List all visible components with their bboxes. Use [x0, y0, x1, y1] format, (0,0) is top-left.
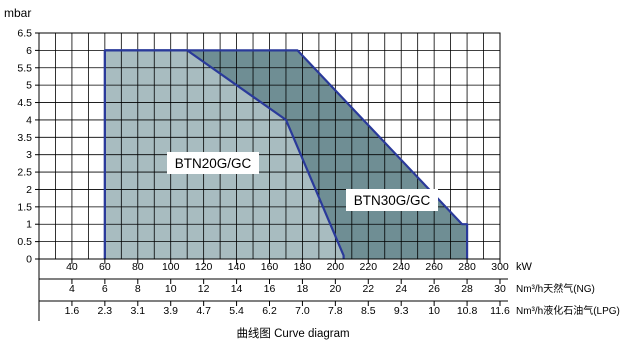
- x-tick-label: 3.9: [163, 305, 178, 317]
- y-tick-label: 2.5: [17, 167, 32, 179]
- x-tick-label: 140: [228, 261, 246, 273]
- y-tick-label: 0.5: [17, 236, 32, 248]
- x-tick-label: 5.4: [229, 305, 244, 317]
- x-tick-label: 4: [69, 283, 75, 295]
- grid: [38, 32, 501, 260]
- series-outline-2: [103, 49, 345, 259]
- chart-caption: 曲线图 Curve diagram: [236, 326, 349, 340]
- x-tick-label: 100: [162, 261, 180, 273]
- x-tick-label: 7.8: [328, 305, 343, 317]
- x-tick-label: 260: [425, 261, 443, 273]
- x-tick-label: 40: [66, 261, 78, 273]
- x-tick-label: 14: [231, 283, 243, 295]
- x-tick-label: 16: [264, 283, 276, 295]
- x-tick-label: 9.3: [394, 305, 409, 317]
- y-tick-label: 0: [26, 254, 32, 266]
- x-tick-label: 3.1: [130, 305, 145, 317]
- x-tick-label: 7.0: [295, 305, 310, 317]
- x-tick-label: 300: [491, 261, 509, 273]
- x-tick-label: 11.6: [490, 305, 510, 317]
- x-tick-label: 60: [99, 261, 111, 273]
- x-tick-label: 12: [198, 283, 210, 295]
- y-tick-label: 3: [26, 149, 32, 161]
- x-axis-unit: Nm³/h天然气(NG): [516, 282, 595, 295]
- series-label: BTN20G/GC: [175, 156, 252, 171]
- x-axis-unit: Nm³/h液化石油气(LPG): [516, 304, 620, 317]
- y-tick-label: 4.5: [17, 97, 32, 109]
- x-tick-label: 6.2: [262, 305, 277, 317]
- x-tick-label: 280: [458, 261, 476, 273]
- x-tick-label: 8.5: [361, 305, 376, 317]
- x-tick-label: 160: [261, 261, 279, 273]
- series-label-box: [346, 189, 438, 211]
- x-tick-label: 220: [360, 261, 378, 273]
- x-tick-label: 80: [132, 261, 144, 273]
- y-tick-label: 2: [26, 184, 32, 196]
- x-tick-label: 6: [102, 283, 108, 295]
- x-tick-label: 240: [392, 261, 410, 273]
- y-tick-label: 1.5: [17, 201, 32, 213]
- y-tick-label: 5: [26, 80, 32, 92]
- series-label: BTN30G/GC: [354, 193, 431, 208]
- x-tick-label: 30: [494, 283, 506, 295]
- x-tick-label: 120: [195, 261, 213, 273]
- y-tick-label: 1: [26, 219, 32, 231]
- y-tick-label: 6: [26, 45, 32, 57]
- x-axis-unit: kW: [516, 261, 533, 273]
- x-tick-label: 8: [135, 283, 141, 295]
- y-tick-label: 4: [26, 114, 32, 126]
- x-tick-label: 28: [461, 283, 473, 295]
- series-label-box: [167, 152, 259, 174]
- y-tick-label: 5.5: [17, 62, 32, 74]
- x-tick-label: 20: [330, 283, 342, 295]
- y-axis-unit: mbar: [4, 6, 31, 20]
- x-tick-label: 200: [327, 261, 345, 273]
- x-tick-label: 26: [428, 283, 440, 295]
- x-tick-label: 10: [165, 283, 177, 295]
- y-tick-label: 3.5: [17, 132, 32, 144]
- x-tick-label: 10.8: [457, 305, 478, 317]
- x-tick-label: 24: [395, 283, 407, 295]
- x-tick-label: 22: [362, 283, 374, 295]
- y-tick-label: 6.5: [17, 28, 32, 40]
- x-tick-label: 4.7: [196, 305, 211, 317]
- x-tick-label: 180: [294, 261, 312, 273]
- x-tick-label: 10: [428, 305, 440, 317]
- x-tick-label: 1.6: [65, 305, 80, 317]
- x-tick-label: 18: [297, 283, 309, 295]
- x-tick-label: 2.3: [98, 305, 113, 317]
